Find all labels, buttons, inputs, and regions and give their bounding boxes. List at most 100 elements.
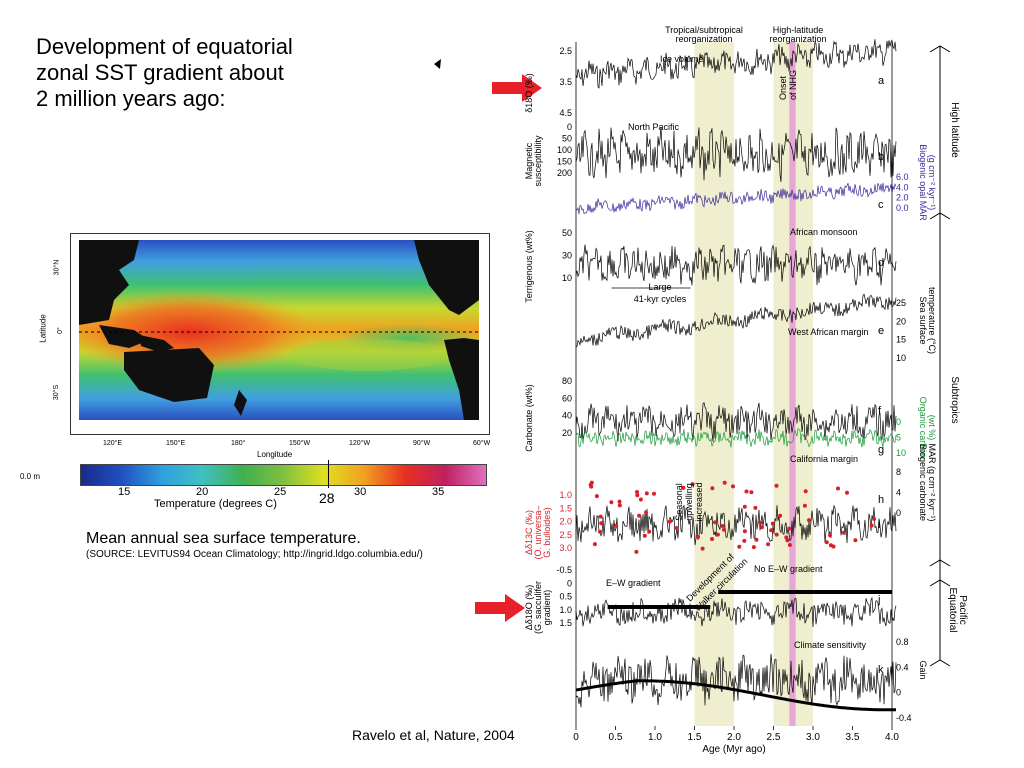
point-i [599, 521, 604, 526]
y-tick-right: 10 [896, 353, 906, 363]
point-i [722, 527, 726, 532]
point-i [667, 519, 672, 524]
point-i [674, 526, 679, 530]
y-tick-right: 10 [896, 448, 906, 458]
y-tick-right: 2.0 [896, 193, 909, 203]
point-i [778, 513, 783, 518]
panel-name: California margin [790, 454, 858, 464]
y-tick-right: -0.4 [896, 713, 912, 723]
region-label: High latitude [949, 102, 960, 158]
point-i [592, 542, 597, 547]
y-tick-right: 0 [896, 417, 901, 427]
point-i [828, 533, 832, 538]
point-i [774, 483, 779, 488]
point-i [637, 513, 642, 518]
y-tick: 1.0 [559, 605, 572, 615]
x-tick: 1.0 [648, 732, 662, 743]
y-axis-label-right: (wt %) [927, 415, 937, 441]
lon-tick: 150°E [166, 440, 186, 447]
point-i [803, 489, 808, 494]
panel-letter: j [877, 594, 880, 606]
sst-map: 30°N 0° 30°S Latitude 120°E 150°E 180° 1… [39, 233, 490, 459]
colorbar-tick: 30 [354, 486, 367, 498]
point-i [634, 549, 639, 554]
y-tick: 2.0 [559, 517, 572, 527]
y-axis-label-right: MAR (g cm⁻² kyr⁻¹) [927, 444, 937, 522]
x-tick: 4.0 [885, 732, 899, 743]
colorbar-tick: 35 [432, 486, 445, 498]
point-i [696, 535, 700, 539]
point-i [617, 503, 622, 508]
y-tick: 60 [562, 393, 572, 403]
point-i [690, 482, 695, 487]
y-axis-label-right: Biogenic opal MAR [918, 144, 928, 221]
title-line: 2 million years ago: [36, 86, 226, 111]
y-axis-label: (G. sacculifer [533, 581, 543, 634]
y-axis-label-right: Sea surface [918, 296, 928, 344]
point-i [758, 520, 763, 525]
cursor-pointer-icon [434, 59, 441, 69]
point-i [770, 521, 775, 526]
x-axis-label: Age (Myr ago) [702, 744, 765, 755]
x-tick: 0.5 [609, 732, 623, 743]
onset-label: Onset [778, 75, 788, 100]
colorbar-marker-value: 28 [319, 490, 335, 506]
y-tick: 200 [557, 168, 572, 178]
point-i [635, 493, 640, 498]
colorbar-marker [328, 460, 329, 488]
panel-name: No E–W gradient [754, 564, 823, 574]
point-i [722, 480, 727, 485]
point-i [787, 526, 792, 531]
bracket-chevron-icon [929, 559, 951, 567]
point-i [644, 491, 649, 496]
y-tick: 0.5 [559, 592, 572, 602]
point-i [742, 504, 747, 509]
point-i [731, 484, 735, 489]
point-i [802, 503, 807, 508]
point-i [749, 490, 754, 495]
y-tick-right: 0 [896, 508, 901, 518]
lon-tick: 90°W [413, 440, 431, 447]
y-axis-label-right: Biogenic carbonate [918, 444, 928, 521]
point-i [642, 533, 647, 538]
point-i [784, 535, 789, 540]
trace-a [575, 39, 897, 89]
trace-k-smooth [575, 679, 896, 712]
y-tick: 50 [562, 134, 572, 144]
trace-g [575, 427, 897, 448]
y-tick-right: 15 [896, 335, 906, 345]
red-arrow-icon [475, 594, 525, 622]
y-tick: 80 [562, 376, 572, 386]
y-tick: 4.5 [559, 108, 572, 118]
trace-k [575, 653, 897, 708]
y-tick: 1.5 [559, 618, 572, 628]
y-tick: 2.5 [559, 46, 572, 56]
point-i [742, 538, 747, 543]
y-axis-label: (O. universa– [533, 505, 543, 559]
y-axis-label: Carbonate (wt%) [524, 384, 534, 452]
caption: Mean annual sea surface temperature. (SO… [86, 530, 486, 560]
region-label: Pacific [957, 595, 968, 624]
caption-source: (SOURCE: LEVITUS94 Ocean Climatology; ht… [86, 549, 423, 560]
shaded-band-0 [694, 42, 734, 726]
lon-tick: 60°W [473, 440, 491, 447]
y-axis-label-right: Gain [918, 660, 928, 679]
point-i [766, 542, 771, 547]
y-axis-label: gradient) [542, 590, 552, 626]
red-arrow-icon [492, 74, 542, 102]
point-i [720, 524, 725, 528]
region-label: Subtropics [949, 376, 960, 423]
point-i [742, 529, 747, 534]
panel-letter: a [878, 75, 885, 87]
colorbar-label: Temperature (degrees C) [154, 498, 277, 510]
panel-letter: i [878, 519, 880, 531]
x-tick: 2.5 [767, 732, 781, 743]
y-tick: 1.5 [559, 503, 572, 513]
y-tick: 30 [562, 251, 572, 261]
panel-letter: f [878, 405, 882, 417]
panel-name: Ice volume [660, 54, 704, 64]
citation: Ravelo et al, Nature, 2004 [352, 727, 515, 743]
lon-tick: 180° [231, 440, 246, 447]
y-tick: 50 [562, 228, 572, 238]
y-tick: 10 [562, 273, 572, 283]
